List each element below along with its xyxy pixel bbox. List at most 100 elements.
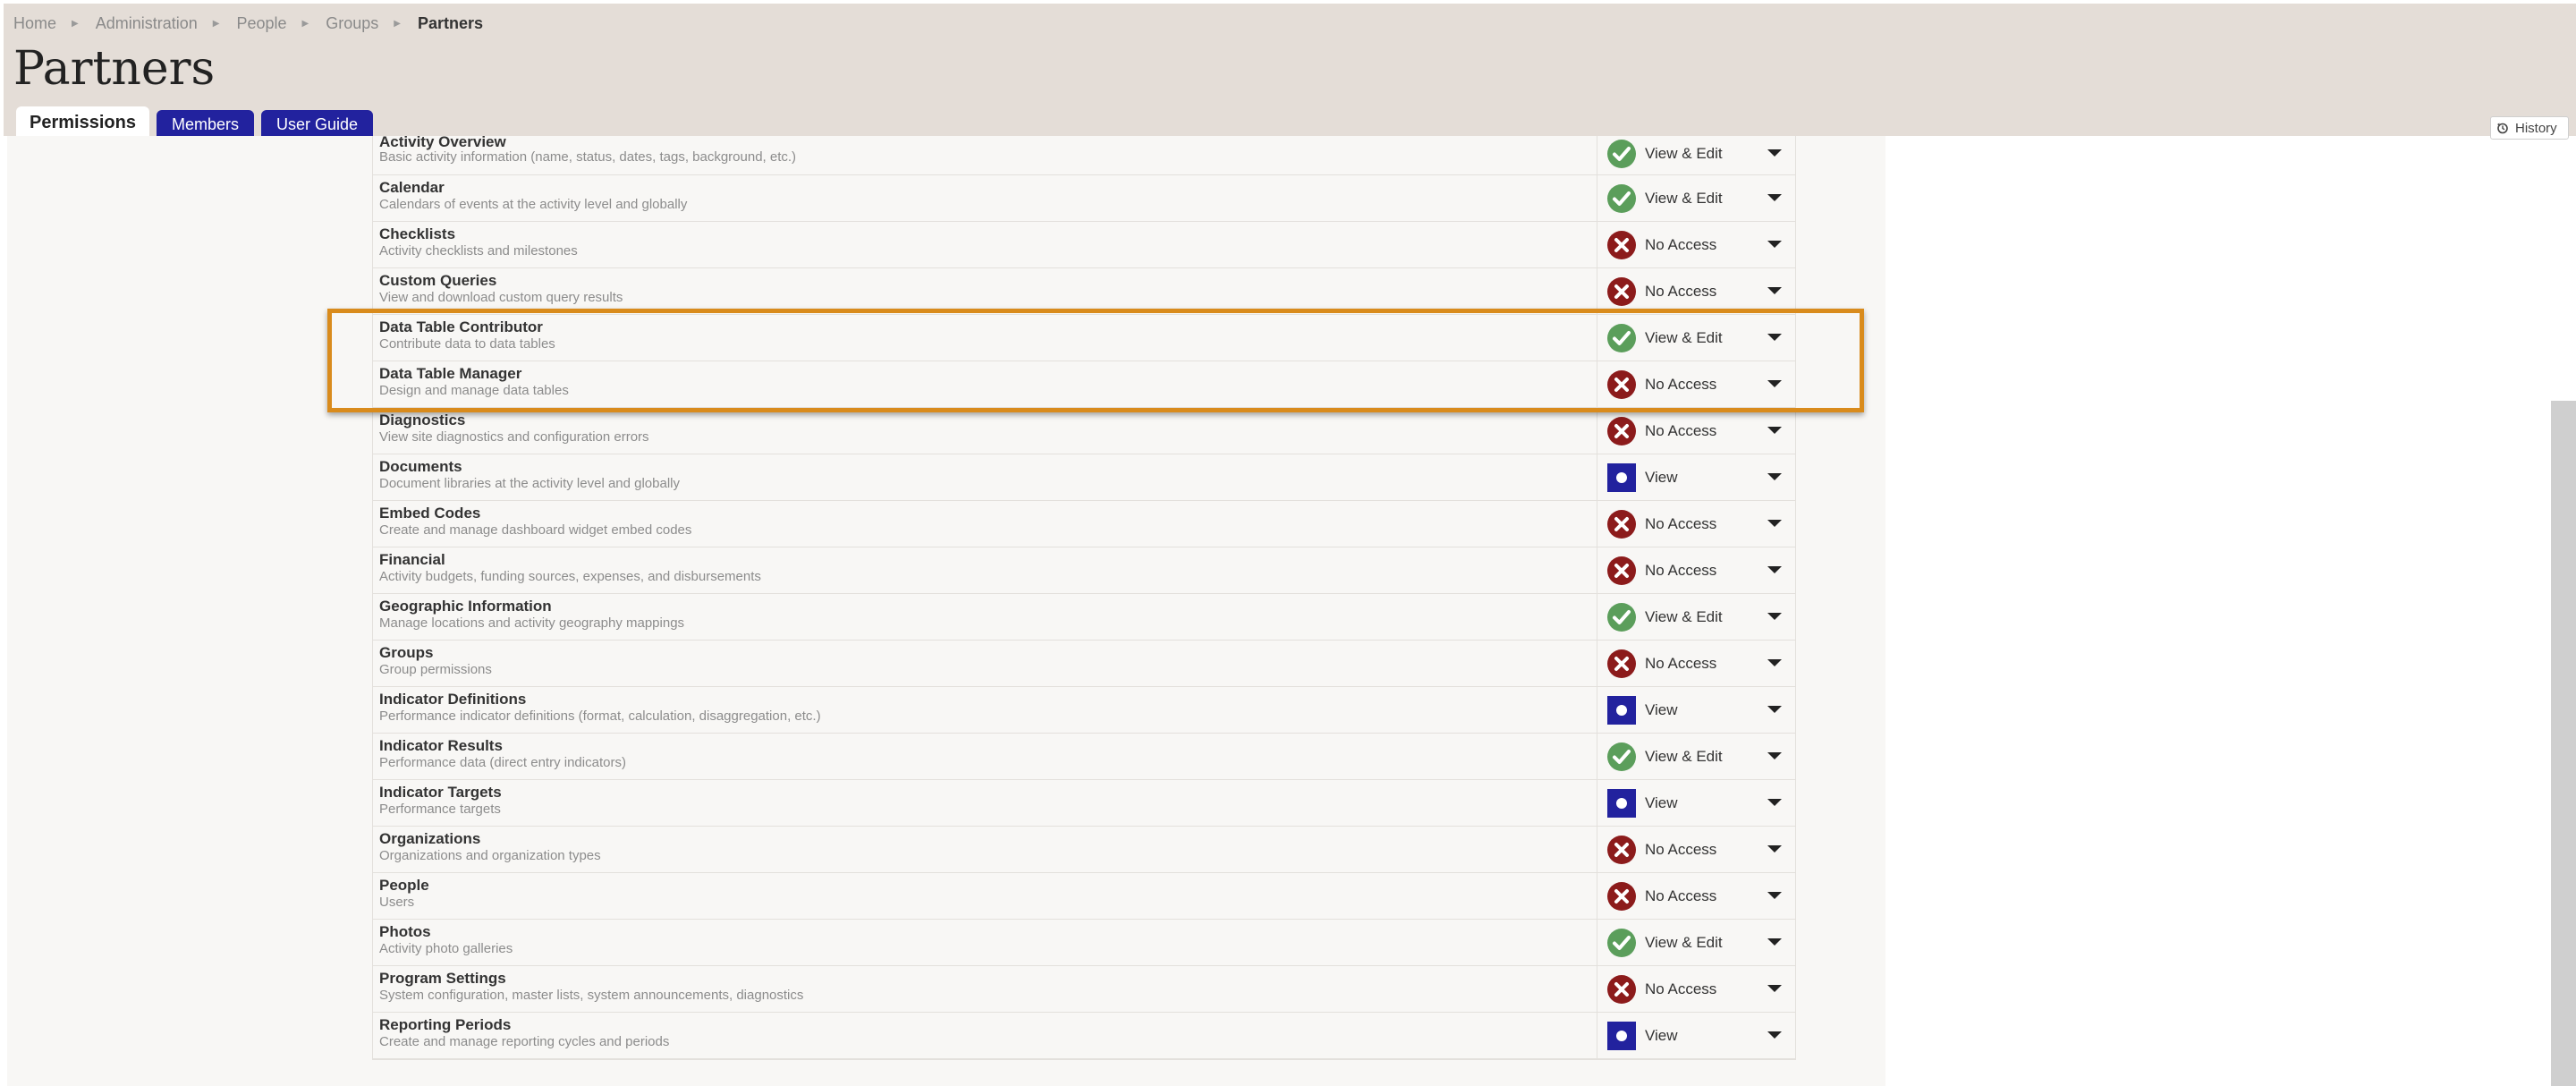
permission-level-select[interactable]: No Access [1606,835,1716,865]
chevron-down-icon[interactable] [1767,845,1782,853]
permission-level-select[interactable]: No Access [1606,649,1716,679]
breadcrumb-people[interactable]: People [236,14,287,32]
permission-level-select[interactable]: View & Edit [1606,928,1723,958]
dot-icon [1606,788,1637,819]
tab-bar: Permissions Members User Guide [16,106,380,140]
chevron-down-icon[interactable] [1767,520,1782,527]
permission-description: Activity photo galleries [379,941,513,956]
permission-name: Program Settings [379,970,506,987]
chevron-down-icon[interactable] [1767,938,1782,946]
permission-level-label: View [1645,1027,1678,1044]
permission-level-select[interactable]: View [1606,788,1678,819]
permission-level-label: No Access [1645,655,1717,672]
check-icon [1606,928,1637,958]
chevron-down-icon[interactable] [1767,241,1782,248]
permission-row: Reporting Periods Create and manage repor… [373,1013,1795,1059]
permission-level-select[interactable]: No Access [1606,556,1716,586]
tab-members[interactable]: Members [156,110,254,140]
permission-level-select[interactable]: View & Edit [1606,323,1723,353]
chevron-down-icon[interactable] [1767,892,1782,899]
history-button[interactable]: History [2490,116,2569,140]
breadcrumb: Home ▶ Administration ▶ People ▶ Groups … [13,14,483,33]
chevron-down-icon[interactable] [1767,752,1782,759]
permission-level-cell: View [1597,780,1798,826]
breadcrumb-administration[interactable]: Administration [95,14,198,32]
chevron-down-icon[interactable] [1767,427,1782,434]
permission-level-cell: No Access [1597,501,1798,547]
permission-description: Performance data (direct entry indicator… [379,755,626,770]
permission-level-select[interactable]: No Access [1606,881,1716,912]
permission-row: Calendar Calendars of events at the activ… [373,175,1795,222]
chevron-down-icon[interactable] [1767,149,1782,157]
permission-level-select[interactable]: No Access [1606,369,1716,400]
permission-level-cell: No Access [1597,268,1798,314]
permission-level-label: No Access [1645,376,1717,393]
permission-row: Indicator Targets Performance targets View [373,780,1795,827]
permission-description: System configuration, master lists, syst… [379,988,804,1003]
permission-level-select[interactable]: No Access [1606,276,1716,307]
breadcrumb-current: Partners [417,14,484,32]
chevron-down-icon[interactable] [1767,334,1782,341]
check-icon [1606,323,1637,353]
permission-level-cell: No Access [1597,873,1798,919]
check-icon [1606,602,1637,632]
permission-level-label: View [1645,794,1678,811]
permission-level-label: No Access [1645,562,1717,579]
permission-description: Basic activity information (name, status… [379,149,797,165]
permission-row: Financial Activity budgets, funding sourc… [373,547,1795,594]
permission-name: Embed Codes [379,505,481,522]
permission-level-select[interactable]: View & Edit [1606,183,1723,214]
permission-level-cell: No Access [1597,547,1798,593]
breadcrumb-home[interactable]: Home [13,14,57,32]
x-icon [1606,649,1637,679]
dot-icon [1606,462,1637,493]
permission-name: Data Table Manager [379,365,522,382]
permission-level-label: No Access [1645,841,1717,858]
chevron-down-icon[interactable] [1767,194,1782,201]
permission-level-cell: View & Edit [1597,315,1798,361]
permission-row: Data Table Manager Design and manage data… [373,361,1795,408]
permission-level-select[interactable]: View [1606,695,1678,725]
permission-level-select[interactable]: No Access [1606,974,1716,1005]
permission-level-select[interactable]: View & Edit [1606,602,1723,632]
check-icon [1606,742,1637,772]
permission-level-select[interactable]: View & Edit [1606,139,1723,169]
chevron-down-icon[interactable] [1767,287,1782,294]
permission-level-select[interactable]: View [1606,1021,1678,1051]
chevron-down-icon[interactable] [1767,659,1782,666]
chevron-down-icon[interactable] [1767,473,1782,480]
permission-level-select[interactable]: No Access [1606,509,1716,539]
permission-level-cell: View & Edit [1597,175,1798,221]
chevron-down-icon[interactable] [1767,566,1782,573]
permission-level-cell: View & Edit [1597,594,1798,640]
chevron-down-icon[interactable] [1767,799,1782,806]
chevron-down-icon[interactable] [1767,985,1782,992]
permission-level-label: View & Edit [1645,190,1723,207]
tab-user-guide[interactable]: User Guide [260,110,374,140]
permission-level-select[interactable]: No Access [1606,230,1716,260]
chevron-down-icon[interactable] [1767,1031,1782,1039]
history-label: History [2515,120,2557,136]
check-icon [1606,139,1637,169]
permission-description: Activity budgets, funding sources, expen… [379,569,761,584]
x-icon [1606,835,1637,865]
permission-description: View site diagnostics and configuration … [379,429,649,445]
permission-level-select[interactable]: View & Edit [1606,742,1723,772]
chevron-down-icon[interactable] [1767,706,1782,713]
permission-description: Calendars of events at the activity leve… [379,197,688,212]
permission-name: Indicator Targets [379,784,502,801]
permission-name: Indicator Definitions [379,691,527,708]
tab-permissions[interactable]: Permissions [16,106,149,140]
permission-name: Calendar [379,179,445,196]
permission-description: Contribute data to data tables [379,336,555,352]
chevron-down-icon[interactable] [1767,380,1782,387]
permission-level-select[interactable]: No Access [1606,416,1716,446]
permission-row: Diagnostics View site diagnostics and con… [373,408,1795,454]
chevron-down-icon[interactable] [1767,613,1782,620]
x-icon [1606,556,1637,586]
permission-level-select[interactable]: View [1606,462,1678,493]
scrollbar[interactable] [2551,401,2576,1086]
breadcrumb-groups[interactable]: Groups [326,14,379,32]
permission-level-label: View [1645,469,1678,486]
permission-name: Groups [379,644,434,661]
